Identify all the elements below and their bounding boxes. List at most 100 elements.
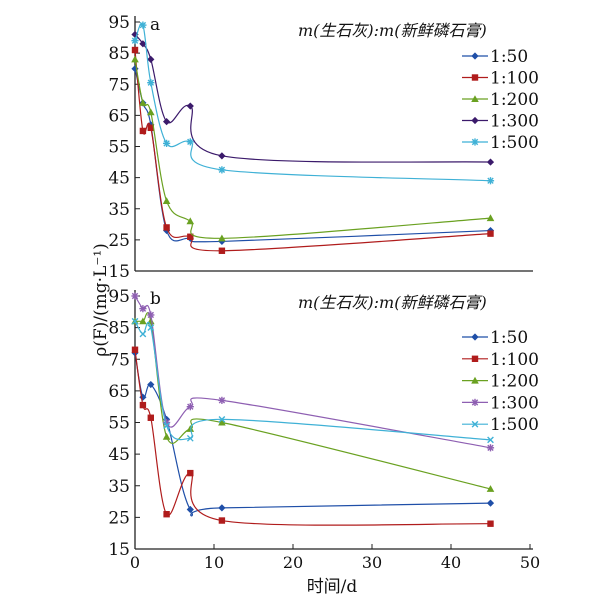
legend-label: 1:500 bbox=[490, 415, 539, 435]
marker-stroke bbox=[487, 177, 494, 184]
data-point bbox=[218, 418, 226, 426]
data-point bbox=[186, 102, 194, 110]
data-point bbox=[162, 197, 171, 204]
data-point bbox=[139, 330, 147, 338]
y-tick-label: 25 bbox=[108, 508, 130, 528]
data-point bbox=[147, 324, 155, 331]
panel-label: b bbox=[150, 289, 161, 309]
data-point bbox=[186, 403, 194, 411]
legend-marker bbox=[471, 333, 479, 341]
data-point bbox=[147, 124, 154, 132]
data-point bbox=[139, 317, 147, 325]
series-line-1-100 bbox=[134, 349, 491, 526]
legend-title: m(生石灰):m(新鲜磷石膏) bbox=[298, 21, 487, 40]
data-point bbox=[218, 247, 226, 254]
data-point bbox=[131, 37, 139, 45]
y-tick-label: 85 bbox=[108, 44, 130, 64]
data-point bbox=[147, 108, 155, 116]
data-point bbox=[163, 224, 170, 231]
data-point bbox=[487, 230, 494, 237]
data-point bbox=[162, 432, 171, 440]
legend-marker bbox=[471, 355, 479, 362]
marker-stroke bbox=[139, 330, 147, 338]
x-tick-label: 10 bbox=[204, 553, 224, 572]
marker-stroke bbox=[218, 415, 226, 423]
y-tick-label: 95 bbox=[108, 13, 130, 33]
marker-stroke bbox=[139, 305, 147, 312]
series-line-1-50 bbox=[134, 68, 491, 243]
y-tick-label: 15 bbox=[108, 262, 130, 282]
data-point bbox=[131, 65, 139, 73]
y-axis-label: ρ(F)/(mg·L⁻¹) bbox=[91, 243, 111, 357]
x-tick-label: 30 bbox=[362, 553, 382, 572]
data-point bbox=[147, 79, 155, 87]
marker-stroke bbox=[147, 324, 155, 331]
data-point bbox=[139, 21, 147, 29]
marker-stroke bbox=[147, 79, 154, 86]
data-point bbox=[218, 517, 226, 524]
y-tick-label: 25 bbox=[108, 231, 130, 251]
legend-label: 1:50 bbox=[490, 47, 528, 67]
data-point bbox=[487, 436, 494, 444]
data-point bbox=[131, 292, 139, 300]
y-tick-label: 35 bbox=[108, 477, 130, 497]
data-point bbox=[163, 139, 171, 147]
marker-stroke bbox=[163, 422, 170, 430]
data-point bbox=[131, 317, 139, 325]
data-point bbox=[139, 127, 147, 135]
y-tick-label: 75 bbox=[108, 350, 130, 370]
data-point bbox=[486, 444, 495, 452]
data-point bbox=[187, 469, 194, 477]
data-point bbox=[163, 422, 170, 430]
series-line-1-200 bbox=[134, 312, 491, 490]
legend-label: 1:200 bbox=[490, 90, 539, 110]
data-point bbox=[487, 520, 494, 527]
data-point bbox=[163, 511, 170, 518]
data-point bbox=[186, 425, 195, 432]
data-point bbox=[139, 393, 147, 401]
marker-stroke bbox=[187, 403, 194, 410]
x-tick-label: 0 bbox=[130, 553, 140, 572]
data-point bbox=[218, 152, 226, 160]
data-point bbox=[131, 46, 139, 54]
legend-label: 1:300 bbox=[490, 393, 539, 413]
y-tick-label: 55 bbox=[108, 414, 130, 434]
legend-entry: 1:50 bbox=[462, 47, 528, 67]
legend-label: 1:100 bbox=[490, 350, 539, 370]
data-point bbox=[486, 499, 495, 507]
data-point bbox=[187, 233, 194, 240]
legend-marker bbox=[471, 52, 479, 60]
legend-label: 1:300 bbox=[490, 112, 539, 132]
data-point bbox=[218, 166, 226, 174]
y-tick-label: 35 bbox=[108, 200, 130, 220]
legend-label: 1:500 bbox=[490, 133, 539, 153]
marker-stroke bbox=[218, 166, 226, 174]
marker-stroke bbox=[471, 399, 479, 406]
legend-title: m(生石灰):m(新鲜磷石膏) bbox=[298, 293, 487, 312]
legend-marker bbox=[471, 116, 479, 125]
legend-entry: 1:50 bbox=[462, 328, 528, 348]
marker-stroke bbox=[471, 138, 479, 146]
y-tick-label: 45 bbox=[108, 169, 130, 189]
series-line-1-200 bbox=[134, 59, 491, 239]
marker-stroke bbox=[471, 420, 479, 428]
x-tick-label: 40 bbox=[441, 553, 461, 572]
marker-stroke bbox=[131, 292, 139, 300]
marker-stroke bbox=[131, 317, 139, 325]
y-tick-label: 45 bbox=[108, 445, 130, 465]
data-point bbox=[131, 55, 139, 63]
legend-marker bbox=[471, 376, 479, 384]
legend-entry: 1:300 bbox=[462, 393, 539, 413]
y-tick-label: 15 bbox=[108, 540, 130, 560]
marker-stroke bbox=[139, 21, 147, 29]
data-point bbox=[218, 396, 226, 404]
y-tick-label: 85 bbox=[108, 319, 130, 339]
marker-stroke bbox=[218, 397, 226, 404]
legend-entry: 1:200 bbox=[462, 90, 539, 110]
legend-label: 1:50 bbox=[490, 328, 528, 348]
y-tick-label: 65 bbox=[108, 106, 130, 126]
panel-b: 15 25 35 45 55 65 75 85 95 0 10 20 30 40 50 b m(生石灰):m(新… bbox=[108, 287, 540, 572]
data-point bbox=[139, 401, 147, 409]
data-point bbox=[186, 434, 194, 442]
